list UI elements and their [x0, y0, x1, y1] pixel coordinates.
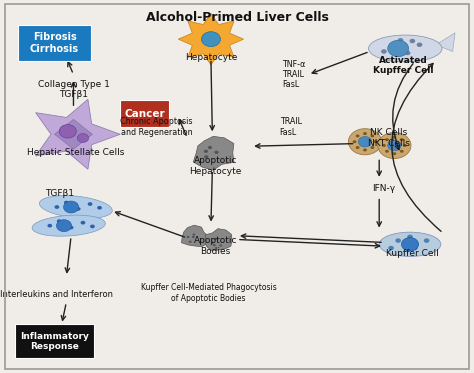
Polygon shape	[436, 33, 455, 51]
Text: TNF-α
TRAIL
FasL: TNF-α TRAIL FasL	[282, 60, 305, 90]
Circle shape	[391, 43, 396, 48]
Circle shape	[392, 136, 396, 139]
Circle shape	[403, 144, 407, 147]
Circle shape	[388, 40, 409, 57]
Circle shape	[405, 51, 410, 55]
Circle shape	[363, 148, 367, 151]
Circle shape	[57, 219, 62, 223]
Circle shape	[353, 140, 356, 143]
Ellipse shape	[368, 35, 442, 62]
Polygon shape	[36, 99, 120, 169]
Circle shape	[412, 246, 418, 250]
Text: Hepatic Stellate Cells: Hepatic Stellate Cells	[27, 148, 125, 157]
Circle shape	[214, 238, 217, 240]
Text: TGFβ1: TGFβ1	[45, 189, 74, 198]
Circle shape	[214, 151, 219, 154]
Circle shape	[64, 201, 79, 213]
Circle shape	[363, 132, 367, 135]
Circle shape	[64, 201, 69, 204]
FancyBboxPatch shape	[18, 25, 91, 60]
Circle shape	[385, 150, 389, 153]
Text: Interleukins and Interferon: Interleukins and Interferon	[0, 290, 113, 299]
Text: NK Cells
NKT Cells: NK Cells NKT Cells	[368, 128, 410, 148]
Circle shape	[204, 150, 208, 153]
Circle shape	[189, 241, 191, 243]
Circle shape	[77, 134, 89, 142]
Circle shape	[208, 146, 212, 149]
Polygon shape	[178, 13, 244, 65]
Circle shape	[378, 132, 411, 159]
Circle shape	[385, 138, 389, 141]
Circle shape	[388, 140, 401, 151]
Circle shape	[55, 205, 59, 209]
Circle shape	[187, 236, 190, 238]
Circle shape	[382, 144, 386, 147]
Circle shape	[192, 236, 195, 238]
Circle shape	[400, 150, 404, 153]
Circle shape	[410, 39, 415, 43]
Circle shape	[211, 242, 214, 244]
Circle shape	[398, 38, 403, 43]
Circle shape	[388, 246, 394, 250]
Text: Chronic Apoptosis
and Regeneration: Chronic Apoptosis and Regeneration	[120, 117, 192, 137]
Circle shape	[219, 244, 222, 247]
Circle shape	[392, 152, 396, 155]
Ellipse shape	[379, 232, 441, 257]
Circle shape	[90, 225, 95, 228]
Text: Inflammatory
Response: Inflammatory Response	[20, 332, 89, 351]
Text: Apoptotic
Bodies: Apoptotic Bodies	[194, 236, 237, 256]
Polygon shape	[55, 119, 92, 149]
Text: IFN-γ: IFN-γ	[373, 184, 395, 193]
Circle shape	[56, 220, 72, 232]
Circle shape	[204, 155, 209, 159]
Circle shape	[374, 140, 377, 143]
Circle shape	[356, 146, 359, 149]
Text: Hepatocyte: Hepatocyte	[185, 53, 237, 62]
Circle shape	[381, 49, 387, 54]
Text: Kupffer Cell: Kupffer Cell	[386, 249, 439, 258]
Circle shape	[59, 125, 76, 138]
Text: Alcohol-Primed Liver Cells: Alcohol-Primed Liver Cells	[146, 11, 328, 24]
FancyBboxPatch shape	[16, 324, 94, 358]
Polygon shape	[205, 229, 232, 250]
Circle shape	[401, 238, 419, 251]
Circle shape	[76, 207, 81, 211]
Circle shape	[88, 202, 92, 206]
Circle shape	[371, 146, 374, 149]
Text: Cancer: Cancer	[124, 109, 165, 119]
Text: Collagen Type 1
TGFβ1: Collagen Type 1 TGFβ1	[37, 80, 109, 99]
Circle shape	[213, 244, 216, 246]
Circle shape	[192, 233, 195, 236]
Text: TRAIL
FasL: TRAIL FasL	[280, 117, 301, 137]
Circle shape	[424, 238, 429, 243]
Circle shape	[47, 224, 52, 228]
Circle shape	[407, 235, 413, 239]
Circle shape	[417, 43, 422, 47]
Circle shape	[400, 138, 404, 141]
Ellipse shape	[39, 195, 112, 219]
Circle shape	[81, 221, 85, 225]
Ellipse shape	[32, 215, 105, 236]
Circle shape	[69, 226, 73, 229]
Polygon shape	[193, 136, 234, 170]
Circle shape	[371, 134, 374, 137]
Text: Activated
Kupffer Cell: Activated Kupffer Cell	[373, 56, 433, 75]
Text: Apoptotic
Hepatocyte: Apoptotic Hepatocyte	[190, 156, 242, 176]
Circle shape	[348, 129, 382, 155]
Circle shape	[358, 137, 372, 147]
Circle shape	[201, 32, 220, 47]
Circle shape	[395, 238, 401, 243]
Circle shape	[97, 206, 102, 210]
Text: Kupffer Cell-Mediated Phagocytosis
of Apoptotic Bodies: Kupffer Cell-Mediated Phagocytosis of Ap…	[141, 283, 276, 303]
Text: Fibrosis
Cirrhosis: Fibrosis Cirrhosis	[30, 32, 79, 54]
Polygon shape	[182, 225, 209, 247]
Circle shape	[356, 134, 359, 137]
FancyBboxPatch shape	[119, 100, 169, 127]
